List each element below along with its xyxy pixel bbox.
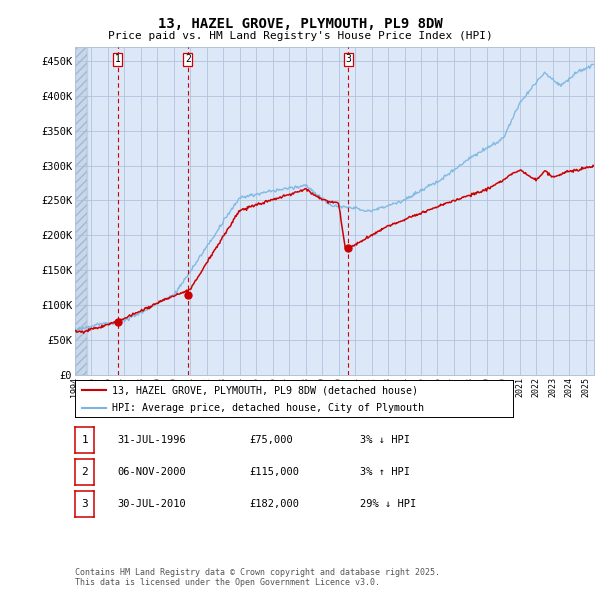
Text: 13, HAZEL GROVE, PLYMOUTH, PL9 8DW: 13, HAZEL GROVE, PLYMOUTH, PL9 8DW (158, 17, 442, 31)
Text: 30-JUL-2010: 30-JUL-2010 (117, 499, 186, 509)
Text: 29% ↓ HPI: 29% ↓ HPI (360, 499, 416, 509)
Text: £182,000: £182,000 (249, 499, 299, 509)
Text: £115,000: £115,000 (249, 467, 299, 477)
Text: £75,000: £75,000 (249, 435, 293, 445)
Text: 1: 1 (115, 54, 121, 64)
Text: HPI: Average price, detached house, City of Plymouth: HPI: Average price, detached house, City… (112, 403, 424, 413)
Text: 13, HAZEL GROVE, PLYMOUTH, PL9 8DW (detached house): 13, HAZEL GROVE, PLYMOUTH, PL9 8DW (deta… (112, 385, 418, 395)
Text: 3: 3 (345, 54, 351, 64)
Bar (75, 47, 88, 375)
Text: Contains HM Land Registry data © Crown copyright and database right 2025.
This d: Contains HM Land Registry data © Crown c… (75, 568, 440, 587)
Bar (75, 47, 88, 375)
Text: 06-NOV-2000: 06-NOV-2000 (117, 467, 186, 477)
Text: 3% ↑ HPI: 3% ↑ HPI (360, 467, 410, 477)
Text: Price paid vs. HM Land Registry's House Price Index (HPI): Price paid vs. HM Land Registry's House … (107, 31, 493, 41)
Text: 3: 3 (81, 499, 88, 509)
Text: 2: 2 (185, 54, 191, 64)
Text: 1: 1 (81, 435, 88, 445)
Text: 31-JUL-1996: 31-JUL-1996 (117, 435, 186, 445)
Text: 3% ↓ HPI: 3% ↓ HPI (360, 435, 410, 445)
Text: 2: 2 (81, 467, 88, 477)
